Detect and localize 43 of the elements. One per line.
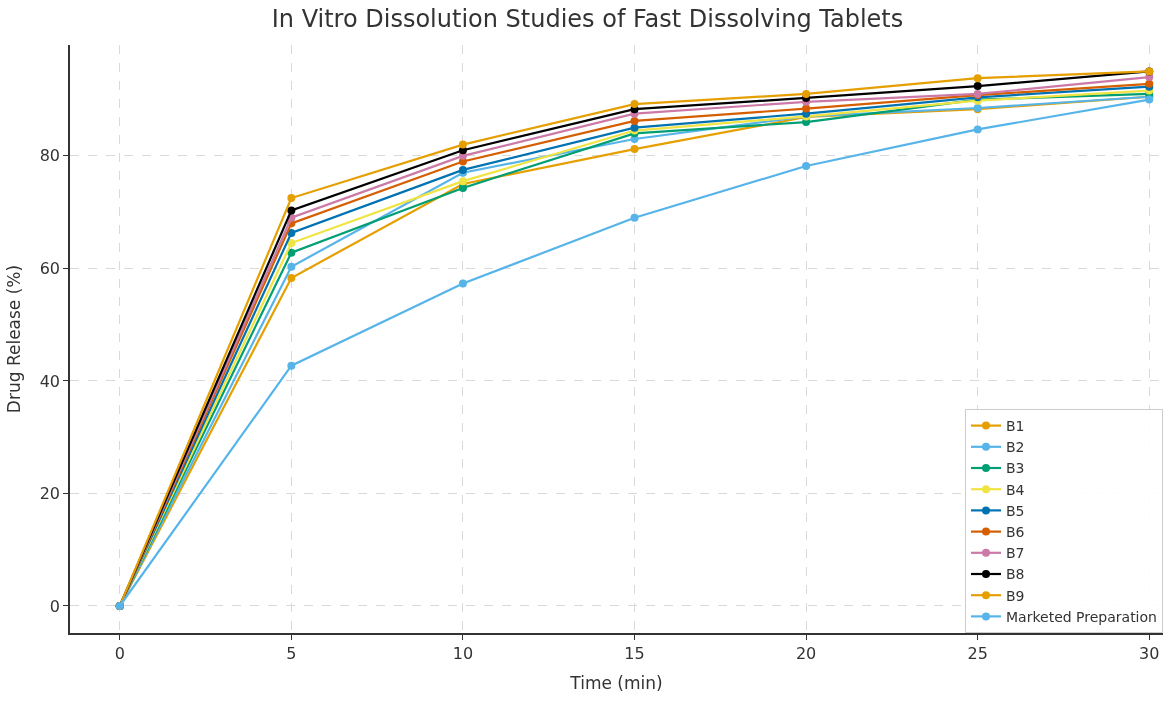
point (973, 74, 982, 83)
point (802, 89, 811, 98)
legend-label: B4 (1006, 481, 1025, 498)
y-tick-label: 0 (49, 596, 61, 616)
point (630, 100, 639, 109)
point (458, 279, 467, 288)
point (630, 116, 639, 125)
point (287, 361, 296, 370)
point (287, 194, 296, 203)
legend-label: B9 (1006, 587, 1025, 604)
x-tick-label: 25 (967, 643, 988, 663)
point (458, 140, 467, 149)
x-axis-title: Time (min) (569, 672, 663, 693)
point (802, 104, 811, 113)
y-tick-label: 80 (39, 146, 61, 166)
y-tick-label: 60 (39, 258, 61, 278)
legend-label: B8 (1006, 566, 1025, 583)
x-tick-label: 30 (1139, 643, 1160, 663)
y-tick-label: 40 (39, 371, 61, 391)
point (802, 161, 811, 170)
legend-label: B5 (1006, 502, 1025, 519)
y-axis-title: Drug Release (%) (3, 264, 24, 414)
point (287, 262, 296, 271)
point (630, 213, 639, 222)
point (287, 206, 296, 215)
point (458, 183, 467, 192)
x-tick-label: 0 (114, 643, 125, 663)
chart-title: In Vitro Dissolution Studies of Fast Dissolving Tablets (271, 5, 904, 34)
legend-label: Marketed Preparation (1006, 608, 1157, 625)
legend-label: B2 (1006, 439, 1025, 456)
point (973, 82, 982, 91)
point (973, 125, 982, 134)
legend-label: B7 (1006, 545, 1025, 562)
x-tick-label: 5 (286, 643, 297, 663)
point (287, 273, 296, 282)
y-tick-label: 20 (39, 484, 61, 504)
x-tick-label: 20 (795, 643, 817, 663)
legend-label: B3 (1006, 460, 1025, 477)
legend-label: B1 (1006, 418, 1025, 435)
legend-label: B6 (1006, 524, 1025, 541)
x-tick-label: 10 (452, 643, 474, 663)
point (630, 145, 639, 154)
x-tick-label: 15 (624, 643, 645, 663)
